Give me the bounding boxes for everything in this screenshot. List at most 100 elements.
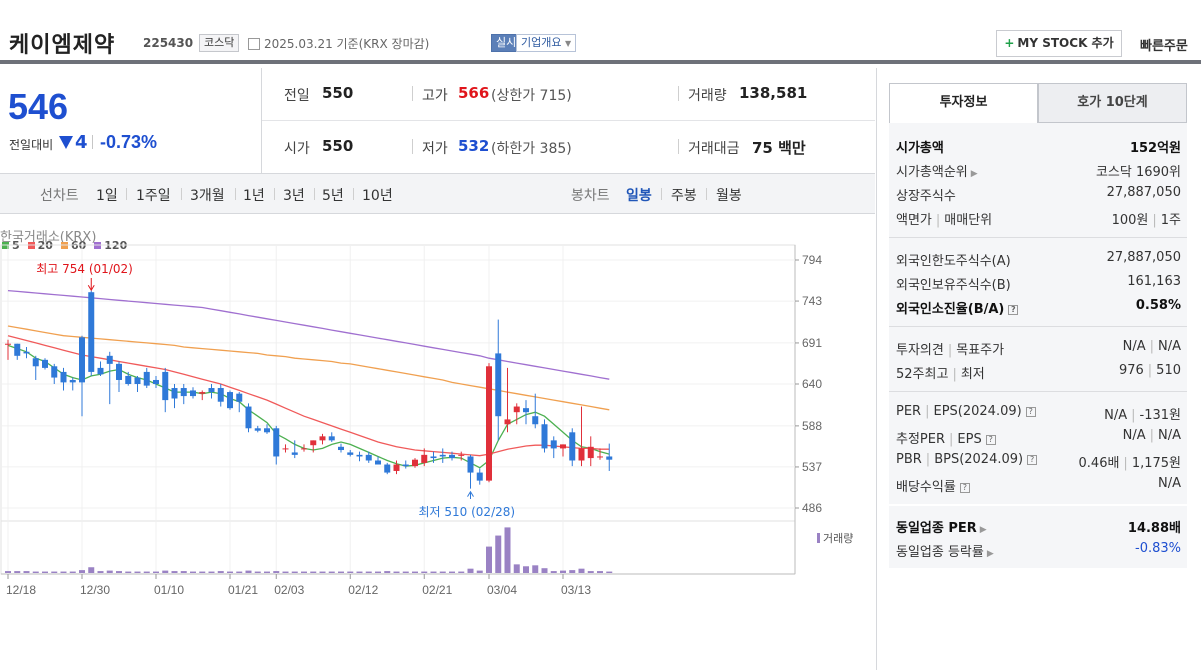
chart-period-tabs: 선차트 1일 1주일 3개월 1년 3년 5년 10년 봉차트 일봉 주봉 월봉 <box>0 174 875 214</box>
tab-3y[interactable]: 3년 <box>283 188 305 204</box>
chevron-down-icon: ▼ <box>564 39 572 48</box>
candle-body <box>328 436 335 441</box>
bps-value: 1,175원 <box>1131 456 1181 471</box>
w52-low-value: 510 <box>1156 363 1181 378</box>
divider <box>92 135 93 149</box>
candle-body <box>458 454 465 456</box>
quick-order-button[interactable]: 빠른주문 <box>1140 35 1188 54</box>
volume-bar <box>338 571 344 573</box>
volume-bar <box>467 568 474 573</box>
x-tick-label: 12/30 <box>80 583 110 597</box>
candle-body <box>439 454 446 457</box>
volume-bar <box>60 571 67 573</box>
price-chart[interactable]: 한국거래소(KRX) 5 20 60 120 794 743 691 640 588 537 48… <box>0 215 875 620</box>
volume-bar <box>356 571 363 573</box>
prev-close-label: 전일 <box>284 88 310 104</box>
volume-bar <box>42 571 48 573</box>
mcap-value: 152억원 <box>1129 141 1181 156</box>
volume-bar <box>180 571 187 573</box>
foreign-limit-label: 외국인한도주식수(A) <box>896 254 1011 269</box>
info-row-opinion: 투자의견 | 목표주가 N/A | N/A <box>896 339 1181 358</box>
shares-value: 27,887,050 <box>1106 185 1181 200</box>
tab-10y[interactable]: 10년 <box>362 188 393 204</box>
foreign-rate-value: 0.58% <box>1135 298 1181 313</box>
current-price: 546 <box>8 86 69 127</box>
open-label: 시가 <box>284 141 310 157</box>
down-triangle-icon <box>59 136 73 149</box>
tab-3m[interactable]: 3개월 <box>190 188 225 204</box>
divider <box>274 188 275 200</box>
volume-bar <box>88 567 95 573</box>
y-tick-label: 486 <box>802 501 822 515</box>
candle-chart-label: 봉차트 <box>571 188 610 204</box>
divider <box>678 139 679 154</box>
candle-body <box>495 353 502 417</box>
info-row-industry-change[interactable]: 동일업종 등락률 ▶ -0.83% <box>896 541 1181 563</box>
volume-bar <box>319 571 326 573</box>
volume-bar <box>254 571 261 573</box>
help-icon[interactable]: ? <box>985 435 996 445</box>
w52-high-label: 52주최고 <box>896 367 949 382</box>
foreign-hold-label: 외국인보유주식수(B) <box>896 278 1011 293</box>
par-value: 100원 <box>1111 213 1149 228</box>
y-tick-label: 537 <box>802 460 822 474</box>
candle-body <box>245 406 252 429</box>
volume-bar <box>412 571 418 573</box>
tab-5y[interactable]: 5년 <box>322 188 344 204</box>
tab-1d[interactable]: 1일 <box>96 188 118 204</box>
candle-body <box>79 337 85 383</box>
company-overview-dropdown[interactable]: 기업개요 ▼ <box>516 34 577 52</box>
info-row-per: PER | EPS(2024.09)? N/A | -131원 <box>896 404 1181 423</box>
current-price-box: 546 전일대비 4 -0.73% <box>0 68 262 174</box>
tab-1w[interactable]: 1주일 <box>136 188 171 204</box>
tab-quote-10[interactable]: 호가 10단계 <box>1038 83 1187 123</box>
candle-body <box>199 392 206 394</box>
y-tick-label: 743 <box>802 294 822 308</box>
volume-bar <box>393 571 400 573</box>
divider <box>889 504 1187 506</box>
volume-bar <box>513 564 520 573</box>
candle-body <box>264 428 270 433</box>
info-row-industry-per[interactable]: 동일업종 PER ▶ 14.88배 <box>896 517 1181 539</box>
y-tick-label: 640 <box>802 377 822 391</box>
volume-bar <box>347 571 354 573</box>
help-icon[interactable]: ? <box>1008 305 1019 315</box>
upper-limit: (상한가 715) <box>491 88 572 104</box>
info-row-shares: 상장주식수 27,887,050 <box>896 185 1181 207</box>
info-row-foreign-hold: 외국인보유주식수(B) 161,163 <box>896 274 1181 296</box>
tab-daily[interactable]: 일봉 <box>626 188 652 204</box>
w52-high-value: 976 <box>1118 363 1144 378</box>
volume-bar <box>597 571 603 573</box>
opinion-label: 투자의견 <box>896 343 944 358</box>
help-icon[interactable]: ? <box>1025 407 1036 417</box>
add-mystock-button[interactable]: + MY STOCK 추가 <box>996 30 1122 57</box>
candle-body <box>597 456 603 458</box>
volume-bar <box>449 571 455 573</box>
tab-monthly[interactable]: 월봉 <box>716 188 742 204</box>
info-row-mcap-rank[interactable]: 시가총액순위 ▶ 코스닥 1690위 <box>896 161 1181 183</box>
volume-bar <box>162 570 169 573</box>
tab-weekly[interactable]: 주봉 <box>671 188 697 204</box>
candlestick-chart[interactable]: 794 743 691 640 588 537 486 12/18 12/30 01/10 01/2… <box>0 215 875 620</box>
volume-bar <box>402 571 409 573</box>
change-label: 전일대비 <box>9 138 54 152</box>
help-icon[interactable]: ? <box>1027 455 1038 465</box>
candle-body <box>180 388 187 397</box>
industry-change-label: 동일업종 등락률 <box>896 545 984 560</box>
market-badge: 코스닥 <box>199 34 240 52</box>
bps-label: BPS(2024.09) <box>934 452 1024 467</box>
tab-invest-info[interactable]: 투자정보 <box>889 83 1038 123</box>
volume-legend-swatch <box>817 533 820 543</box>
help-icon[interactable]: ? <box>959 483 970 493</box>
candle-body <box>449 454 455 459</box>
candle-body <box>347 452 354 455</box>
candle-body <box>97 367 104 375</box>
candle-body <box>273 428 280 457</box>
chevron-right-icon: ▶ <box>986 549 994 559</box>
tab-1y[interactable]: 1년 <box>243 188 265 204</box>
candle-body <box>125 375 132 384</box>
change-amount: 4 <box>75 132 88 153</box>
candle-body <box>51 366 58 378</box>
volume-bar <box>458 571 465 573</box>
low-annotation: 최저 510 (02/28) <box>419 505 516 519</box>
